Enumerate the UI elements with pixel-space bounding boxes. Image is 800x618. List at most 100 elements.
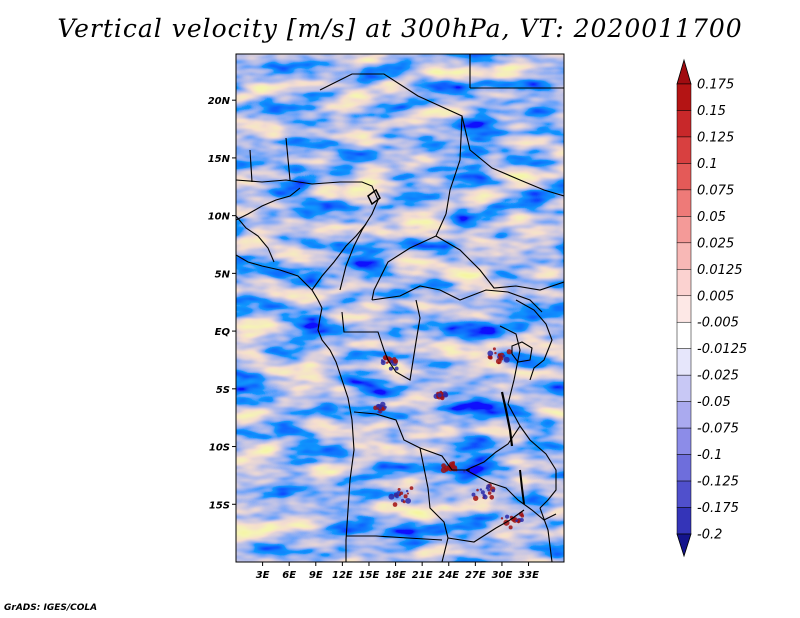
- border-nigeria-cameroon: [311, 223, 367, 291]
- updraft-cell: [443, 392, 449, 398]
- colorbar-label: -0.2: [697, 528, 722, 543]
- colorbar-label: 0.05: [697, 210, 726, 225]
- y-tick-label: 5N: [215, 269, 231, 280]
- border-small-2: [249, 137, 291, 183]
- colorbar-swatch: [676, 216, 692, 244]
- updraft-cell: [503, 356, 510, 363]
- updraft-cell: [500, 517, 504, 520]
- colorbar-label: 0.075: [697, 183, 734, 198]
- colorbar-label: 0.125: [697, 130, 734, 145]
- x-tick-label: 24E: [438, 570, 459, 581]
- colorbar-swatch: [676, 189, 692, 217]
- updraft-cell: [390, 359, 395, 364]
- border-sudan-ethiopia: [461, 115, 564, 197]
- y-tick-label: EQ: [215, 327, 231, 338]
- border-libya-chad: [319, 73, 463, 215]
- updraft-cell: [487, 350, 494, 357]
- colorbar-label: -0.175: [697, 501, 739, 516]
- colorbar-swatch: [676, 321, 692, 349]
- x-tick-label: 30E: [492, 570, 513, 581]
- x-tick-label: 15E: [359, 570, 380, 581]
- updraft-cell: [392, 502, 398, 507]
- updraft-cell: [463, 470, 466, 473]
- border-niger-chad: [236, 179, 379, 291]
- updraft-cell: [398, 494, 401, 497]
- updraft-cell: [378, 406, 382, 410]
- border-congo-drc: [341, 299, 421, 381]
- updraft-cell: [486, 484, 491, 489]
- x-tick-label: 27E: [465, 570, 486, 581]
- y-axis-ticks: 20N 15N 10N 5N EQ 5S 10S 15S: [208, 96, 236, 511]
- updraft-cell: [492, 347, 496, 351]
- border-drc-angola: [353, 411, 470, 471]
- x-tick-label: 3E: [256, 570, 270, 581]
- updraft-cell: [489, 494, 495, 500]
- updraft-cell: [497, 353, 501, 357]
- colorbar-swatch: [676, 136, 692, 164]
- colorbar-label: 0.025: [697, 236, 734, 251]
- updraft-cell: [392, 357, 397, 362]
- y-tick-label: 20N: [208, 96, 231, 107]
- colorbar-label: 0.1: [697, 157, 718, 172]
- lake-chad: [367, 188, 381, 206]
- lake-malawi: [519, 469, 525, 505]
- colorbar-swatch: [676, 507, 692, 535]
- chart-title: Vertical velocity [m/s] at 300hPa, VT: 2…: [57, 14, 743, 43]
- y-tick-label: 10S: [209, 443, 230, 454]
- colorbar-swatch: [676, 163, 692, 191]
- border-tanzania: [519, 425, 557, 509]
- colorbar-label: -0.0125: [697, 342, 747, 357]
- x-tick-label: 33E: [518, 570, 539, 581]
- updraft-cell: [405, 497, 411, 504]
- updraft-cell: [399, 491, 404, 496]
- vertical-velocity-field: [236, 54, 564, 562]
- updraft-cell: [383, 405, 387, 409]
- x-axis-ticks: 3E 6E 9E 12E 15E 18E 21E 24E 27E 30E 33E: [256, 562, 539, 581]
- border-chad-sudan: [371, 213, 447, 301]
- updraft-cell: [473, 495, 479, 501]
- updraft-cell: [487, 491, 492, 495]
- updraft-cell: [497, 361, 500, 365]
- updraft-cell: [406, 492, 410, 495]
- updraft-cell: [380, 360, 386, 366]
- border-car: [371, 285, 543, 313]
- updraft-cell: [479, 488, 483, 491]
- updraft-cell: [487, 488, 491, 492]
- coastline-west-africa: [236, 254, 323, 309]
- border-mozambique: [539, 507, 553, 562]
- colorbar-swatch: [676, 374, 692, 402]
- colorbar-swatch: [676, 427, 692, 455]
- border-angola-zambia: [419, 447, 449, 562]
- updraft-cell: [397, 488, 401, 492]
- updraft-cell: [517, 520, 520, 524]
- x-tick-label: 6E: [282, 570, 296, 581]
- updraft-cell: [506, 349, 512, 355]
- colorbar-label: 0.0125: [697, 263, 743, 278]
- colorbar-label: -0.1: [697, 448, 722, 463]
- updraft-cell: [403, 494, 408, 499]
- colorbar-label: -0.005: [697, 316, 739, 331]
- lake-tanganyika: [500, 391, 514, 447]
- colorbar-swatch: [676, 401, 692, 429]
- grads-credit: GrADS: IGES/COLA: [4, 603, 98, 613]
- colorbar-label: 0.175: [697, 78, 734, 93]
- y-tick-label: 15S: [209, 500, 230, 511]
- colorbar-label: -0.125: [697, 475, 739, 490]
- updraft-cell: [515, 519, 519, 523]
- map-frame: [235, 53, 565, 563]
- updraft-cell: [520, 514, 525, 518]
- x-tick-label: 12E: [332, 570, 353, 581]
- updraft-cell: [508, 525, 513, 530]
- border-drc-east: [465, 325, 521, 471]
- colorbar-label: -0.05: [697, 395, 731, 410]
- border-zambia-south: [447, 509, 525, 543]
- colorbar-swatch: [676, 348, 692, 376]
- colorbar-swatch: [676, 454, 692, 482]
- y-tick-label: 15N: [208, 154, 231, 165]
- updraft-cell: [491, 488, 496, 493]
- border-namibia: [346, 535, 443, 541]
- updraft-cell: [480, 490, 485, 495]
- updraft-cell: [483, 494, 488, 500]
- colorbar-label: -0.075: [697, 422, 739, 437]
- updraft-cell: [437, 393, 442, 398]
